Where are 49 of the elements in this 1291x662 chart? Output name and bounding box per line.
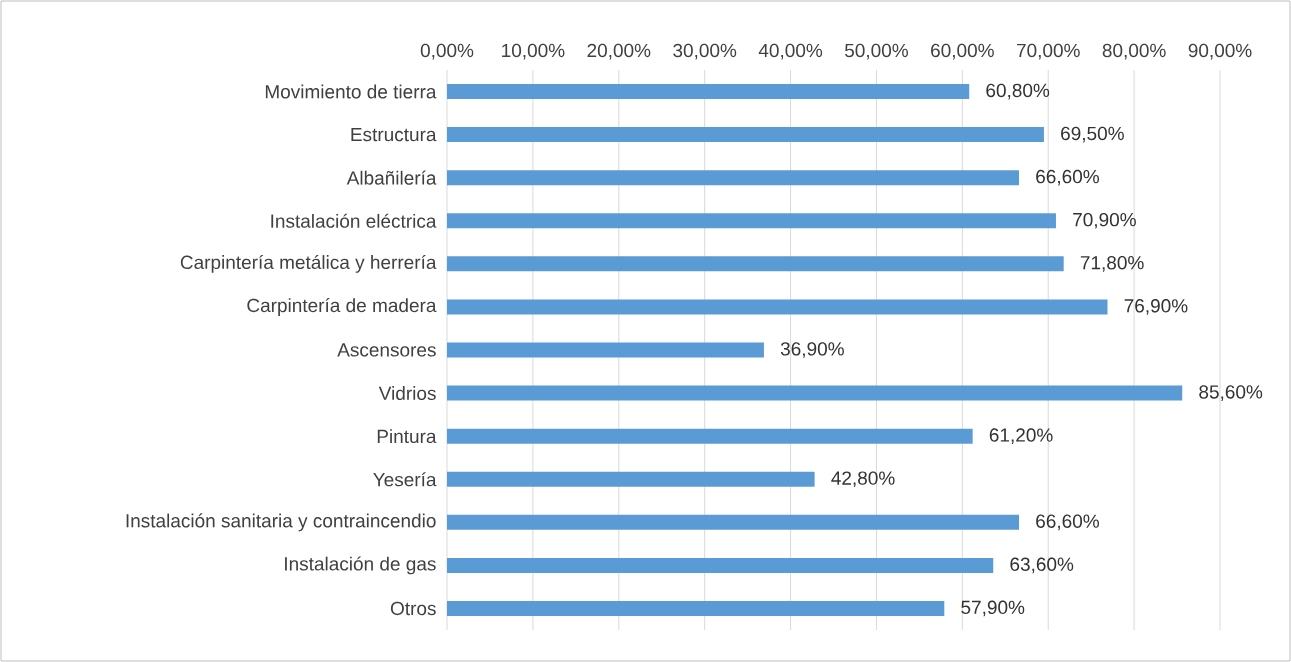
data-label: 63,60%	[1010, 557, 1074, 574]
y-tick-label: Pintura	[377, 429, 437, 444]
x-tick-label: 60,00%	[931, 43, 994, 60]
y-tick-label: Yesería	[373, 472, 437, 487]
y-tick-label: Instalación de gas	[285, 556, 436, 575]
y-tick-label: Estructura	[351, 127, 437, 142]
bar	[447, 256, 1064, 272]
bar	[447, 557, 994, 573]
x-tick-label: 90,00%	[1188, 43, 1252, 60]
data-label: 71,80%	[1080, 255, 1144, 272]
data-label: 66,60%	[1036, 514, 1099, 531]
bar	[447, 600, 945, 616]
bar	[447, 385, 1183, 401]
x-tick-label: 40,00%	[758, 43, 823, 60]
bar	[447, 127, 1044, 143]
x-tick-label: 20,00%	[587, 43, 651, 60]
x-tick-label: 70,00%	[1016, 43, 1080, 60]
bar	[447, 428, 973, 444]
data-label: 42,80%	[831, 471, 895, 488]
y-tick-label: Instalación sanitaria y contraincendio	[126, 513, 436, 532]
data-label: 69,50%	[1061, 126, 1124, 143]
x-tick-label: 0,00%	[420, 43, 474, 60]
data-label: 66,60%	[1036, 169, 1099, 186]
data-label: 36,90%	[780, 342, 844, 358]
y-tick-label: Albañilería	[346, 170, 437, 185]
bar	[447, 514, 1020, 530]
y-tick-label: Ascensores	[337, 343, 436, 357]
data-label: 61,20%	[989, 428, 1053, 444]
bar	[447, 84, 970, 100]
x-tick-label: 10,00%	[502, 43, 565, 60]
y-tick-label: Instalación eléctrica	[271, 213, 437, 228]
data-label: 70,90%	[1073, 212, 1136, 229]
y-tick-label: Movimiento de tierra	[265, 84, 437, 99]
bar	[447, 170, 1020, 186]
y-tick-label: Vidrios	[378, 386, 436, 401]
bar	[447, 213, 1056, 229]
data-label: 76,90%	[1124, 299, 1188, 315]
data-label: 57,90%	[961, 600, 1025, 617]
x-tick-label: 50,00%	[845, 43, 908, 60]
x-tick-label: 80,00%	[1102, 43, 1166, 60]
y-tick-label: Otros	[390, 601, 436, 616]
y-tick-label: Carpintería metálica y herrería	[180, 254, 437, 273]
bar	[447, 471, 815, 487]
data-label: 85,60%	[1199, 385, 1263, 401]
x-tick-label: 30,00%	[673, 43, 737, 60]
data-label: 60,80%	[986, 83, 1050, 100]
bar	[447, 299, 1108, 315]
y-tick-label: Carpintería de madera	[247, 297, 437, 316]
bar	[447, 342, 764, 358]
